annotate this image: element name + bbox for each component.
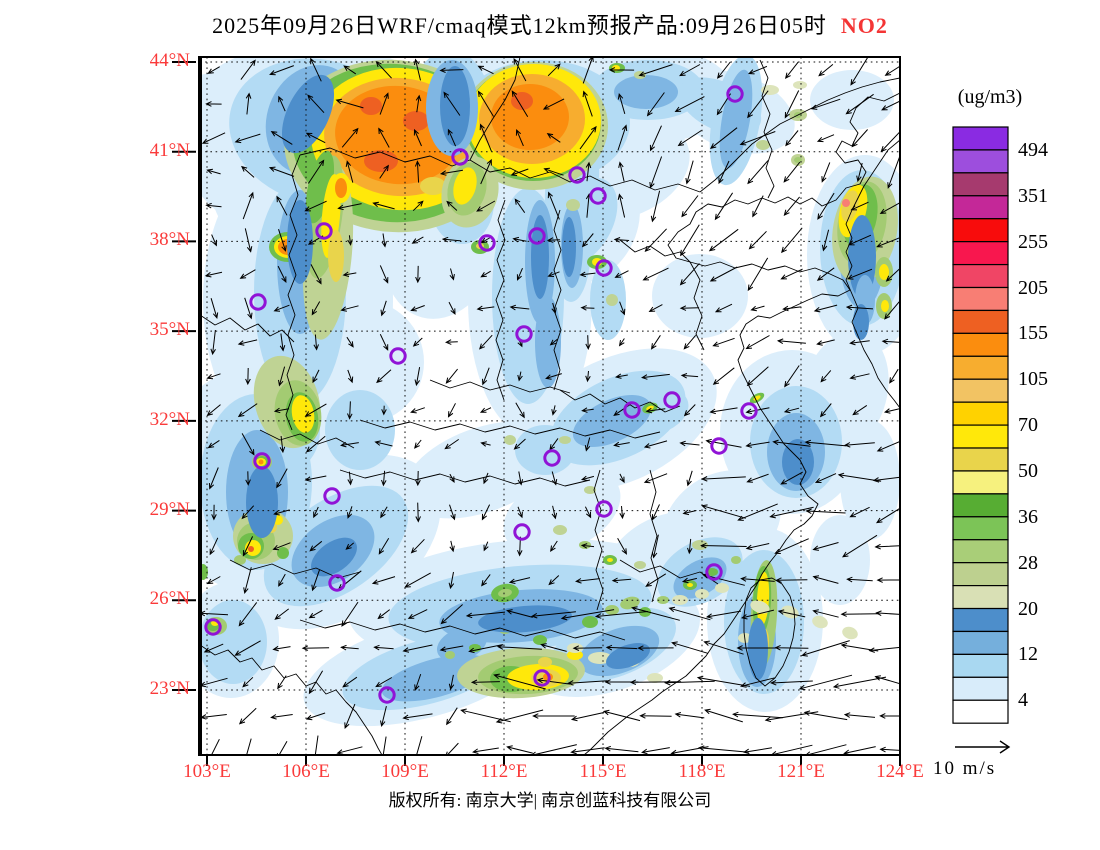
city-marker [568, 166, 586, 184]
latlon-grid [200, 57, 900, 755]
city-marker [451, 148, 469, 166]
lat-label: 26°N [149, 588, 190, 610]
colorbar-tick-label: 4 [1018, 689, 1028, 712]
lon-label: 103°E [183, 761, 231, 782]
colorbar-block [952, 516, 1009, 541]
colorbar-block [952, 263, 1009, 289]
city-marker [595, 500, 613, 518]
lon-label: 112°E [480, 761, 528, 782]
lon-label: 109°E [381, 761, 429, 782]
title-text: 2025年09月26日WRF/cmaq模式12km预报产品:09月26日05时 [212, 13, 827, 38]
lon-label: 106°E [282, 761, 330, 782]
city-marker [328, 574, 346, 592]
colorbar-tick-label: 105 [1018, 368, 1048, 391]
colorbar-tick-label: 351 [1018, 184, 1048, 207]
colorbar-tick-label: 255 [1018, 230, 1048, 253]
city-marker [740, 402, 758, 420]
lat-label: 41°N [149, 139, 190, 161]
city-marker [323, 487, 341, 505]
wind-scale-arrow [955, 740, 1011, 754]
colorbar-block [952, 630, 1009, 655]
lat-label: 23°N [149, 678, 190, 699]
city-marker [726, 85, 744, 103]
colorbar-block [952, 172, 1009, 197]
species-label: NO2 [840, 13, 888, 38]
colorbar-block [952, 447, 1009, 472]
colorbar-block [952, 195, 1009, 220]
lat-label: 29°N [149, 498, 190, 520]
city-marker [710, 437, 728, 455]
lat-label: 32°N [149, 408, 190, 430]
city-marker [253, 452, 271, 470]
colorbar-tick-label: 70 [1018, 414, 1038, 437]
city-marker [378, 686, 396, 704]
lat-label: 38°N [149, 229, 190, 251]
lon-label: 118°E [678, 761, 726, 782]
colorbar-block [952, 539, 1009, 564]
colorbar-tick-label: 20 [1018, 597, 1038, 620]
colorbar-block [952, 401, 1009, 426]
figure-title: 2025年09月26日WRF/cmaq模式12km预报产品:09月26日05时 N… [0, 8, 1100, 40]
colorbar [952, 126, 1009, 724]
city-marker [315, 222, 333, 240]
colorbar-tick-label: 12 [1018, 643, 1038, 666]
lon-label: 115°E [579, 761, 627, 782]
colorbar-block [952, 493, 1009, 518]
axis-ticks [172, 61, 901, 766]
colorbar-units-label: (ug/m3) [957, 86, 1023, 108]
colorbar-tick-label: 494 [1018, 138, 1048, 161]
copyright-text: 版权所有: 南京大学| 南京创蓝科技有限公司 [388, 791, 712, 810]
city-marker [513, 523, 531, 541]
colorbar-block [952, 607, 1009, 633]
lat-label: 35°N [149, 319, 190, 341]
colorbar-block [952, 584, 1009, 610]
city-marker [663, 391, 681, 409]
city-marker [589, 187, 607, 205]
city-markers [204, 85, 758, 704]
colorbar-tick-label: 155 [1018, 322, 1048, 345]
lon-label: 121°E [777, 761, 825, 782]
colorbar-block [952, 149, 1009, 174]
city-marker [389, 347, 407, 365]
lon-label: 124°E [876, 761, 924, 782]
wind-scale-label: 10 m/s [933, 758, 997, 779]
wind-vectors [200, 57, 900, 755]
colorbar-block [952, 355, 1009, 380]
colorbar-tick-label: 205 [1018, 276, 1048, 299]
colorbar-block [952, 424, 1009, 449]
colorbar-tick-label: 28 [1018, 551, 1038, 574]
colorbar-block [952, 332, 1009, 357]
colorbar-tick-label: 50 [1018, 459, 1038, 482]
colorbar-block [952, 241, 1009, 266]
colorbar-block [952, 562, 1009, 587]
colorbar-block [952, 309, 1009, 334]
colorbar-block [952, 653, 1009, 678]
lat-label: 44°N [149, 50, 190, 71]
colorbar-tick-label: 36 [1018, 505, 1038, 528]
city-marker [543, 449, 561, 467]
province-borders [200, 57, 900, 755]
city-marker [705, 563, 723, 581]
colorbar-block [952, 378, 1009, 403]
colorbar-block [952, 218, 1009, 243]
city-marker [478, 234, 496, 252]
city-marker [515, 325, 533, 343]
city-marker [528, 227, 546, 245]
city-marker [533, 669, 551, 687]
colorbar-block [952, 286, 1009, 312]
city-marker [204, 618, 222, 636]
colorbar-block [952, 470, 1009, 495]
city-marker [249, 293, 267, 311]
city-marker [623, 401, 641, 419]
map-interior [200, 57, 900, 755]
colorbar-block [952, 126, 1009, 151]
colorbar-block [952, 676, 1009, 701]
colorbar-block [952, 699, 1009, 724]
city-marker [595, 259, 613, 277]
